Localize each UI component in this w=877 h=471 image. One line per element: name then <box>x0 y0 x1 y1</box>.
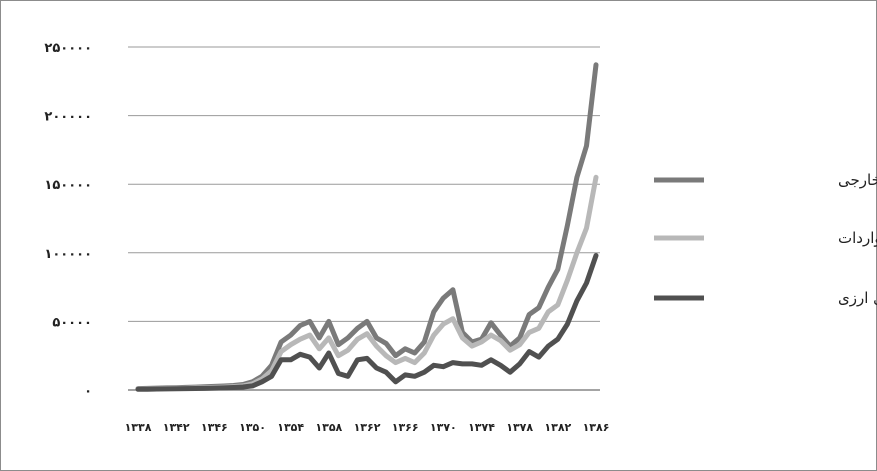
legend: دارایی های خارجی واردات درآمدهای ارزی <box>654 171 877 307</box>
legend-label: واردات <box>838 229 877 247</box>
y-tick-label: ۱۵۰۰۰۰ <box>44 178 92 193</box>
x-tick-label: ۱۳۶۲ <box>354 421 381 434</box>
x-tick-label: ۱۳۴۲ <box>163 421 190 434</box>
y-tick-label: ۵۰۰۰۰ <box>52 315 92 330</box>
legend-label: دارایی های خارجی <box>838 171 877 189</box>
x-tick-label: ۱۳۸۶ <box>583 421 610 434</box>
x-tick-label: ۱۳۶۶ <box>392 421 419 434</box>
series-lines <box>135 62 599 392</box>
series-line-1 <box>135 62 599 392</box>
legend-label: درآمدهای ارزی <box>838 289 877 307</box>
x-tick-label: ۱۳۸۲ <box>544 421 571 434</box>
x-tick-label: ۱۳۳۸ <box>125 421 152 434</box>
legend-item-2: واردات <box>654 229 877 247</box>
x-tick-label: ۱۳۵۰ <box>239 421 266 434</box>
x-axis: ۱۳۳۸ ۱۳۴۲ ۱۳۴۶ ۱۳۵۰ ۱۳۵۴ ۱۳۵۸ ۱۳۶۲ ۱۳۶۶ ۱۳۷۰ ۱۳۷۴… <box>125 421 610 434</box>
x-tick-label: ۱۳۷۰ <box>430 421 457 434</box>
legend-item-3: درآمدهای ارزی <box>654 289 877 307</box>
x-tick-label: ۱۳۷۸ <box>506 421 533 434</box>
y-tick-label: ۲۵۰۰۰۰ <box>44 41 92 56</box>
y-tick-label: ۲۰۰۰۰۰ <box>44 110 92 125</box>
series-line-3 <box>135 253 599 392</box>
y-tick-label: ۰ <box>84 384 92 399</box>
x-tick-label: ۱۳۴۶ <box>201 421 228 434</box>
x-tick-label: ۱۳۷۴ <box>468 421 495 434</box>
legend-item-1: دارایی های خارجی <box>654 171 877 189</box>
x-tick-label: ۱۳۵۴ <box>277 421 304 434</box>
y-tick-label: ۱۰۰۰۰۰ <box>44 247 92 262</box>
gridlines <box>128 46 600 322</box>
x-tick-label: ۱۳۵۸ <box>315 421 342 434</box>
